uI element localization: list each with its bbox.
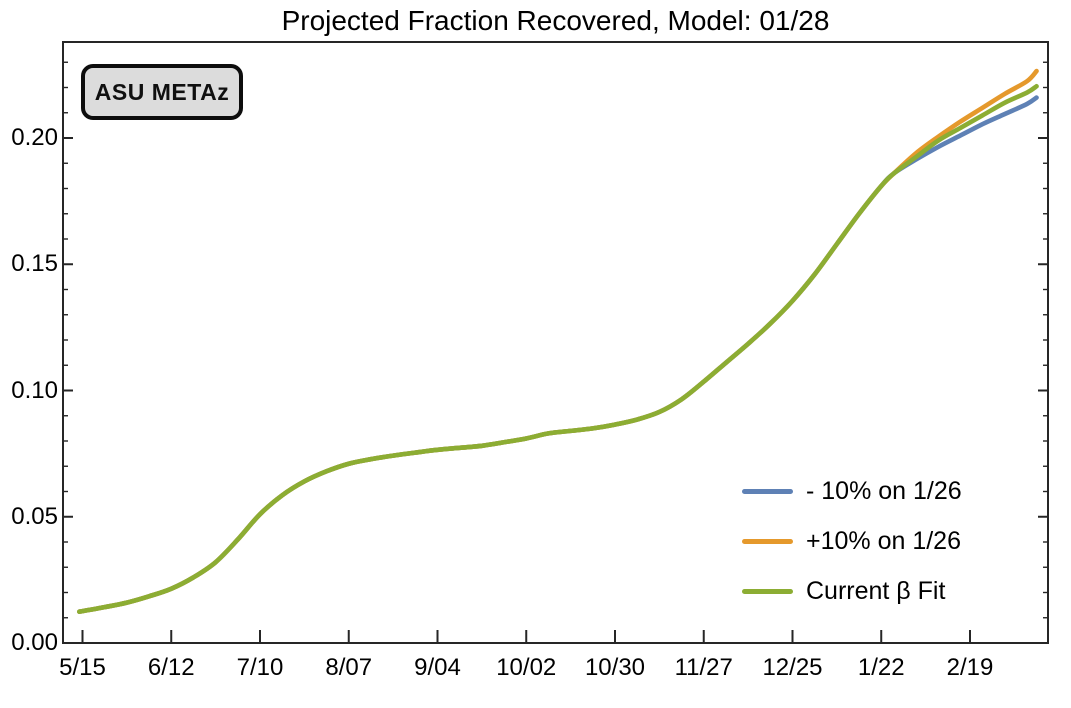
legend-item: - 10% on 1/26 — [742, 466, 962, 516]
legend-label: Current β Fit — [806, 576, 946, 605]
chart-title: Projected Fraction Recovered, Model: 01/… — [281, 5, 830, 36]
x-tick-label: 9/04 — [414, 654, 461, 681]
x-tick-label: 11/27 — [674, 654, 733, 681]
y-tick-label: 0.15 — [11, 250, 58, 278]
x-tick-label: 2/19 — [946, 654, 994, 681]
x-tick-label: 10/02 — [496, 654, 557, 681]
x-tick-label: 6/12 — [147, 654, 195, 681]
legend-label: - 10% on 1/26 — [806, 476, 962, 505]
plot-frame — [62, 41, 1049, 644]
legend-item: Current β Fit — [742, 566, 962, 616]
legend-label: +10% on 1/26 — [806, 526, 961, 555]
legend-swatch — [742, 538, 793, 544]
x-tick-label: 12/25 — [762, 654, 823, 681]
x-tick-label: 8/07 — [325, 654, 373, 681]
x-tick-label: 1/22 — [857, 654, 905, 681]
y-tick-label: 0.10 — [11, 376, 58, 404]
y-tick-label: 0.05 — [11, 502, 58, 530]
x-tick-label: 10/30 — [584, 654, 646, 681]
legend-swatch — [742, 588, 793, 594]
x-tick-label: 5/15 — [59, 654, 106, 681]
legend-item: +10% on 1/26 — [742, 516, 962, 566]
legend: - 10% on 1/26 +10% on 1/26 Current β Fit — [742, 466, 962, 616]
legend-swatch — [742, 488, 793, 494]
asu-metaz-badge: ASU METAz — [81, 64, 243, 120]
y-tick-label: 0.20 — [11, 124, 58, 151]
x-tick-label: 7/10 — [236, 654, 284, 681]
series-line-current-fit — [77, 83, 1039, 614]
y-tick-label: 0.00 — [11, 629, 58, 656]
